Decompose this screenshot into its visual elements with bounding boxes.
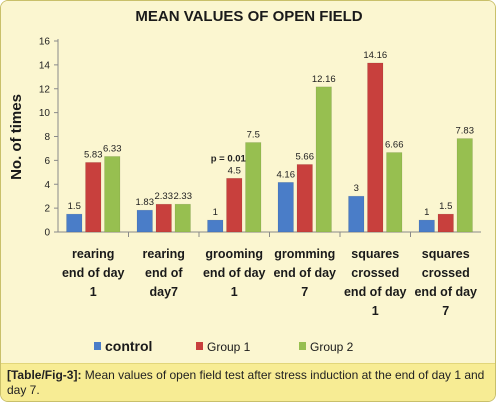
y-axis-label: No. of times bbox=[8, 94, 25, 180]
x-category-label: crossed bbox=[351, 266, 399, 280]
data-label: 1.83 bbox=[136, 197, 155, 208]
caption-bar: [Table/Fig-3]: Mean values of open field… bbox=[1, 363, 495, 401]
bar-control bbox=[277, 182, 294, 233]
bar-group-2 bbox=[386, 152, 403, 233]
data-label: 3 bbox=[354, 183, 359, 194]
bar-control bbox=[418, 219, 435, 233]
figure-caption: [Table/Fig-3]: Mean values of open field… bbox=[7, 368, 489, 398]
data-label: 1.5 bbox=[68, 201, 81, 212]
x-category-label: gromming bbox=[274, 247, 335, 261]
x-category-label: end of day bbox=[344, 285, 407, 299]
y-tick-label: 8 bbox=[44, 132, 50, 143]
x-category-label: 7 bbox=[442, 304, 449, 318]
bar-control bbox=[207, 219, 224, 233]
data-label: 7.5 bbox=[247, 129, 260, 140]
bar-control bbox=[348, 195, 365, 233]
legend-swatch bbox=[94, 342, 101, 350]
x-category-label: end of day bbox=[62, 266, 125, 280]
bar-group-1 bbox=[296, 164, 313, 233]
legend-label: Group 2 bbox=[310, 340, 354, 354]
bar-group-2 bbox=[174, 203, 191, 233]
bar-group-1 bbox=[367, 62, 384, 233]
data-label: 1 bbox=[213, 207, 218, 218]
data-label: 7.83 bbox=[456, 126, 475, 137]
annotation-label: p = 0.01 bbox=[211, 153, 247, 164]
bar-group-2 bbox=[104, 156, 121, 233]
bar-group-2 bbox=[456, 138, 473, 233]
bar-control bbox=[136, 209, 153, 233]
bar-control bbox=[66, 213, 83, 233]
bar-group-2 bbox=[245, 142, 262, 233]
x-category-label: grooming bbox=[205, 247, 263, 261]
x-category-label: crossed bbox=[422, 266, 470, 280]
caption-ref: [Table/Fig-3]: bbox=[7, 368, 82, 382]
data-label: 5.66 bbox=[296, 151, 315, 162]
data-label: 6.66 bbox=[385, 139, 404, 150]
chart-title: MEAN VALUES OF OPEN FIELD bbox=[135, 8, 362, 25]
data-label: 5.83 bbox=[84, 149, 103, 160]
x-category-label: 1 bbox=[90, 285, 97, 299]
caption-text: Mean values of open field test after str… bbox=[7, 368, 485, 397]
y-tick-label: 14 bbox=[39, 60, 51, 71]
x-category-label: end of day bbox=[273, 266, 336, 280]
x-category-label: 1 bbox=[372, 304, 379, 318]
data-label: 4.16 bbox=[277, 169, 296, 180]
legend-label: control bbox=[105, 338, 152, 354]
x-category-label: end of day bbox=[203, 266, 266, 280]
y-tick-label: 16 bbox=[39, 37, 51, 48]
bar-group-1 bbox=[437, 213, 454, 233]
x-category-label: 7 bbox=[301, 285, 308, 299]
x-category-label: rearing bbox=[72, 247, 114, 261]
y-tick-label: 12 bbox=[39, 84, 51, 95]
y-tick-label: 0 bbox=[44, 228, 50, 239]
bar-group-1 bbox=[85, 162, 102, 233]
data-label: 12.16 bbox=[312, 74, 336, 85]
bar-chart: MEAN VALUES OF OPEN FIELD No. of times 0 2 4… bbox=[8, 8, 481, 354]
bar-group-1 bbox=[226, 177, 243, 233]
y-tick-label: 6 bbox=[44, 156, 50, 167]
legend-label: Group 1 bbox=[207, 340, 251, 354]
data-label: 1 bbox=[424, 207, 429, 218]
x-category-label: rearing bbox=[143, 247, 185, 261]
legend-swatch bbox=[299, 342, 306, 350]
chart-area: MEAN VALUES OF OPEN FIELD No. of times 0 2 4… bbox=[1, 1, 495, 363]
data-label: 2.33 bbox=[155, 191, 174, 202]
x-category-label: end of bbox=[145, 266, 183, 280]
legend-swatch bbox=[196, 342, 203, 350]
data-label: 14.16 bbox=[363, 50, 387, 61]
bar-group-1 bbox=[155, 203, 172, 233]
x-category-label: 1 bbox=[231, 285, 238, 299]
data-label: 1.5 bbox=[439, 201, 452, 212]
x-category-label: day7 bbox=[150, 285, 179, 299]
x-category-label: squares bbox=[351, 247, 399, 261]
y-tick-label: 10 bbox=[39, 108, 51, 119]
bar-group-2 bbox=[315, 86, 332, 233]
x-category-label: end of day bbox=[414, 285, 477, 299]
y-tick-label: 4 bbox=[44, 180, 50, 191]
y-tick-label: 2 bbox=[44, 204, 50, 215]
data-label: 2.33 bbox=[174, 191, 193, 202]
x-category-label: squares bbox=[422, 247, 470, 261]
data-label: 6.33 bbox=[103, 143, 122, 154]
data-label: 4.5 bbox=[228, 165, 241, 176]
